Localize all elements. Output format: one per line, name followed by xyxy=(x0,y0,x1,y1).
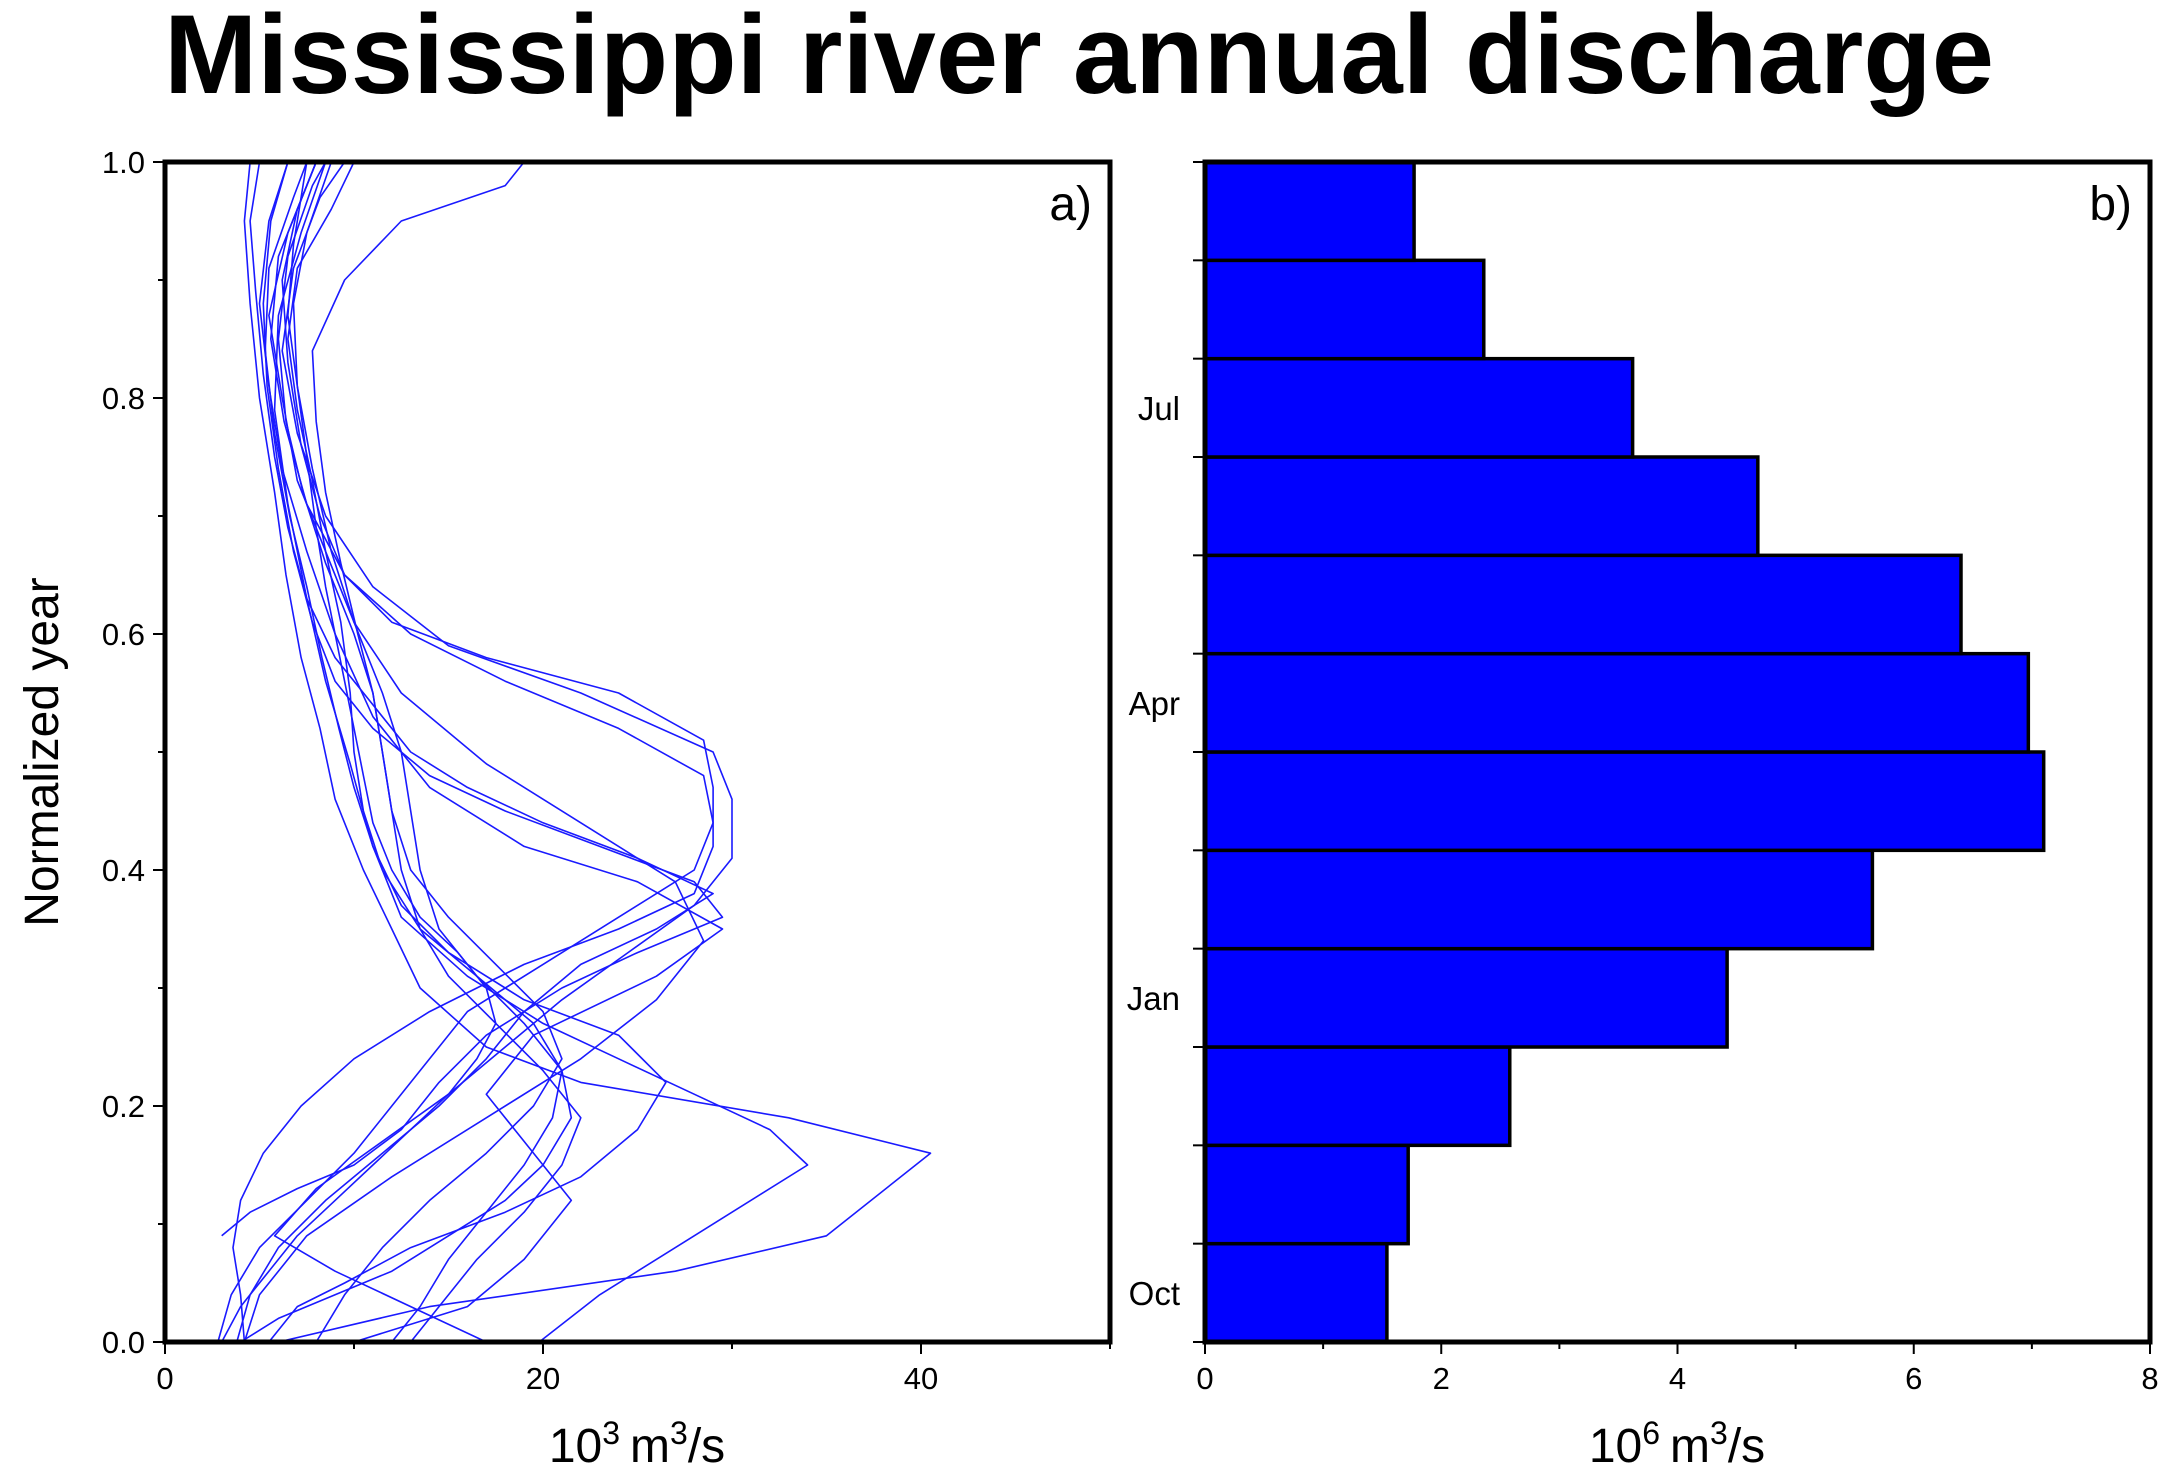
panel-a-series-line-8 xyxy=(264,162,667,1342)
panel-a-y-tick-label: 0.2 xyxy=(102,1089,145,1124)
panel-a-series-line-2 xyxy=(243,162,932,1342)
panel-a-series-line-1 xyxy=(243,162,705,1342)
panel-a-y-tick-label: 0.6 xyxy=(102,617,145,652)
panel-b-axes: Oct Jan Apr Jul 0 2 4 6 8 xyxy=(1127,161,2158,1396)
panel-a-y-tick-label: 0.0 xyxy=(102,1325,145,1360)
panel-a-series-line-11 xyxy=(240,162,573,1342)
panel-b-bar-oct xyxy=(1203,1241,1389,1344)
panel-a-series-line-4 xyxy=(258,162,724,1342)
panel-a-y-tick-label: 0.8 xyxy=(102,381,145,416)
panel-a-label: a) xyxy=(1049,178,1092,231)
panel-b-bar-feb xyxy=(1203,848,1875,951)
panel-a-frame xyxy=(162,159,1113,1345)
panel-a-x-tick-label: 0 xyxy=(156,1361,173,1396)
panel-a-series-line-10 xyxy=(236,162,714,1342)
panel-a-series-line-13 xyxy=(287,162,563,1342)
panel-b-month-label: Jan xyxy=(1127,980,1180,1017)
panel-b-bar-sep xyxy=(1203,160,1416,263)
panel-a-series-line-7 xyxy=(221,162,724,1237)
panel-b-x-tick-label: 4 xyxy=(1669,1361,1686,1396)
page-title: Mississippi river annual discharge xyxy=(163,0,1994,117)
panel-a-y-tick-label: 0.4 xyxy=(102,853,145,888)
panel-a-series-line-9 xyxy=(277,162,563,1342)
panel-b-bar-jul xyxy=(1203,356,1635,459)
panel-a-series-group xyxy=(217,162,932,1342)
panel-b-bar-aug xyxy=(1203,258,1486,361)
panel-a-y-tick-label: 1.0 xyxy=(102,145,145,180)
panel-a-series-line-14 xyxy=(311,162,582,1342)
panel-a-line-chart: 0.0 0.2 0.4 0.6 0.8 1.0 0 20 40 a) Normalized ye… xyxy=(16,145,1113,1473)
panel-a-series-line-15 xyxy=(220,162,497,1342)
panel-b-frame xyxy=(1202,159,2153,1345)
panel-b-label: b) xyxy=(2089,178,2132,231)
panel-b-bar-apr xyxy=(1203,651,2031,754)
panel-b-bar-jan xyxy=(1203,946,1729,1049)
panel-a-series-line-3 xyxy=(273,162,809,1342)
panel-b-bars-group xyxy=(1203,160,2046,1344)
panel-a-x-tick-label: 20 xyxy=(526,1361,560,1396)
panel-b-bar-jun xyxy=(1203,455,1760,558)
panel-b-month-label: Oct xyxy=(1129,1275,1180,1312)
panel-b-x-tick-label: 0 xyxy=(1196,1361,1213,1396)
panel-b-bar-may xyxy=(1203,553,1963,656)
panel-b-month-label: Jul xyxy=(1138,390,1180,427)
panel-b-month-label: Apr xyxy=(1129,685,1180,722)
panel-a-series-line-12 xyxy=(232,162,714,1342)
panel-a-axes: 0.0 0.2 0.4 0.6 0.8 1.0 0 20 40 xyxy=(102,145,1111,1396)
panel-b-bar-chart: Oct Jan Apr Jul 0 2 4 6 8 b) 106 m3/s xyxy=(1127,159,2158,1473)
panel-a-series-line-6 xyxy=(217,162,714,1342)
panel-a-x-axis-title: 103 m3/s xyxy=(549,1415,725,1473)
panel-a-x-tick-label: 40 xyxy=(904,1361,938,1396)
panel-b-x-tick-label: 2 xyxy=(1433,1361,1450,1396)
panel-b-x-tick-label: 6 xyxy=(1905,1361,1922,1396)
panel-b-bar-dec xyxy=(1203,1045,1512,1148)
panel-b-x-tick-label: 8 xyxy=(2141,1361,2158,1396)
panel-b-x-axis-title: 106 m3/s xyxy=(1589,1415,1765,1473)
panel-b-bar-mar xyxy=(1203,750,2046,853)
panel-b-bar-nov xyxy=(1203,1143,1410,1246)
panel-a-y-axis-title: Normalized year xyxy=(16,577,69,926)
